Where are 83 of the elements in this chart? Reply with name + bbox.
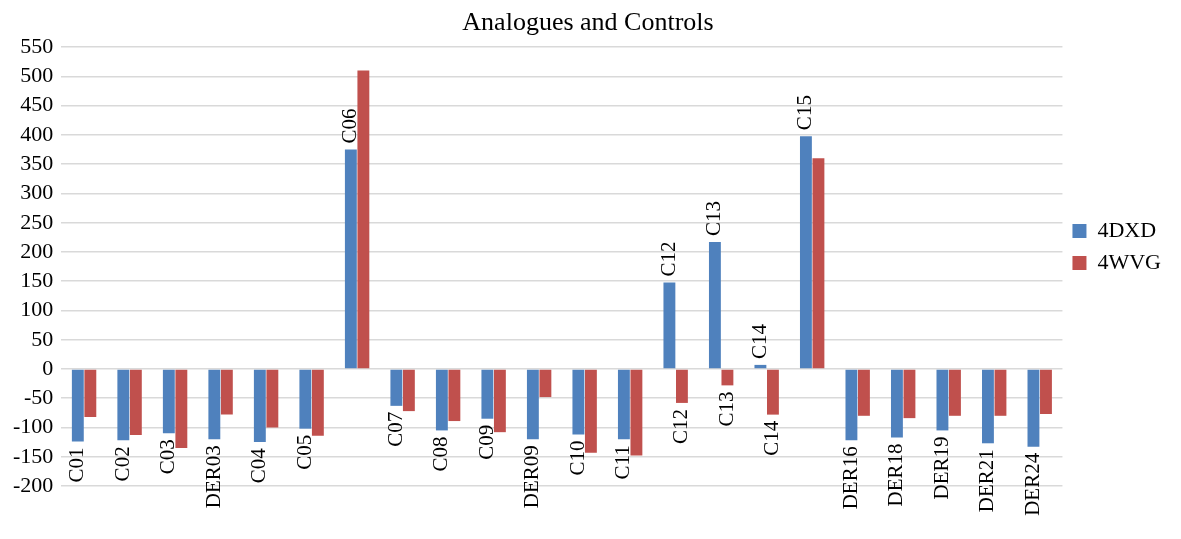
x-tick-label: C02 <box>109 446 134 482</box>
bar <box>675 369 688 403</box>
bar <box>1040 369 1052 415</box>
bar <box>766 369 779 415</box>
bar <box>175 369 188 448</box>
y-tick-label: 200 <box>20 237 54 263</box>
y-tick-label: 100 <box>20 296 54 322</box>
x-tick-label: C03 <box>155 439 180 475</box>
x-tick-label: C01 <box>64 447 89 483</box>
bar <box>858 369 870 416</box>
x-tick-label: C05 <box>291 434 316 470</box>
y-tick-label: 150 <box>20 267 54 293</box>
bar <box>402 369 415 412</box>
y-tick-label: 500 <box>20 62 54 88</box>
bar <box>84 369 97 417</box>
bar <box>493 369 506 433</box>
x-tick-label: DER16 <box>837 446 862 510</box>
y-tick-label: 450 <box>20 91 54 117</box>
x-tick-label: C08 <box>428 436 453 472</box>
bar <box>390 369 403 406</box>
x-tick-label: C11 <box>610 445 635 480</box>
x-tick-label: C04 <box>246 447 271 484</box>
y-tick-label: -200 <box>13 471 54 497</box>
bar <box>584 369 597 453</box>
x-tick-label: DER19 <box>928 436 953 500</box>
bar <box>617 369 630 440</box>
bar <box>721 369 734 386</box>
bar <box>539 369 552 398</box>
bar <box>994 369 1007 416</box>
y-tick-label: 550 <box>20 32 54 58</box>
bar <box>572 369 585 435</box>
bar <box>299 369 312 429</box>
bar <box>71 369 84 442</box>
bar <box>936 369 949 431</box>
bar <box>1027 369 1040 447</box>
bar <box>311 369 324 436</box>
y-tick-label: 400 <box>20 120 54 146</box>
bar <box>982 369 994 444</box>
x-tick-label: DER03 <box>200 445 225 509</box>
bar <box>481 369 494 419</box>
bar <box>663 282 676 369</box>
bar <box>754 364 767 369</box>
bar <box>630 369 643 456</box>
data-label: C13 <box>713 391 738 427</box>
bar <box>812 158 825 369</box>
bar <box>890 369 903 438</box>
x-tick-label: DER21 <box>974 449 999 513</box>
x-tick-label: DER24 <box>1019 452 1044 516</box>
legend-label: 4DXD <box>1097 216 1157 242</box>
bar <box>344 149 357 369</box>
bar <box>162 369 175 434</box>
bar <box>448 369 461 422</box>
bar <box>435 369 448 431</box>
bar <box>266 369 279 428</box>
bar <box>845 369 858 441</box>
bar <box>220 369 233 415</box>
bar <box>357 70 370 369</box>
x-tick-label: C07 <box>382 411 407 447</box>
bar <box>117 369 130 441</box>
x-tick-label: C10 <box>564 440 589 476</box>
y-tick-label: -50 <box>24 384 54 410</box>
y-tick-label: -100 <box>13 413 54 439</box>
x-tick-label: C09 <box>473 424 498 460</box>
x-tick-label: C06 <box>337 108 362 144</box>
y-tick-label: 250 <box>20 208 54 234</box>
chart-title: Analogues and Controls <box>462 7 714 37</box>
bar <box>903 369 916 419</box>
x-tick-label: DER18 <box>883 443 908 507</box>
bar <box>708 242 721 369</box>
bar <box>208 369 221 440</box>
y-tick-label: 300 <box>20 179 54 205</box>
bar <box>526 369 539 440</box>
bar <box>129 369 142 436</box>
x-tick-label: C15 <box>792 95 817 131</box>
x-tick-label: DER09 <box>519 445 544 509</box>
y-tick-label: 50 <box>31 325 54 351</box>
y-tick-label: 0 <box>42 354 54 380</box>
legend-label: 4WVG <box>1097 248 1162 274</box>
bar <box>799 136 812 369</box>
bar <box>949 369 961 416</box>
y-tick-label: -150 <box>13 442 54 468</box>
y-tick-label: 350 <box>20 149 54 175</box>
bar <box>253 369 266 443</box>
